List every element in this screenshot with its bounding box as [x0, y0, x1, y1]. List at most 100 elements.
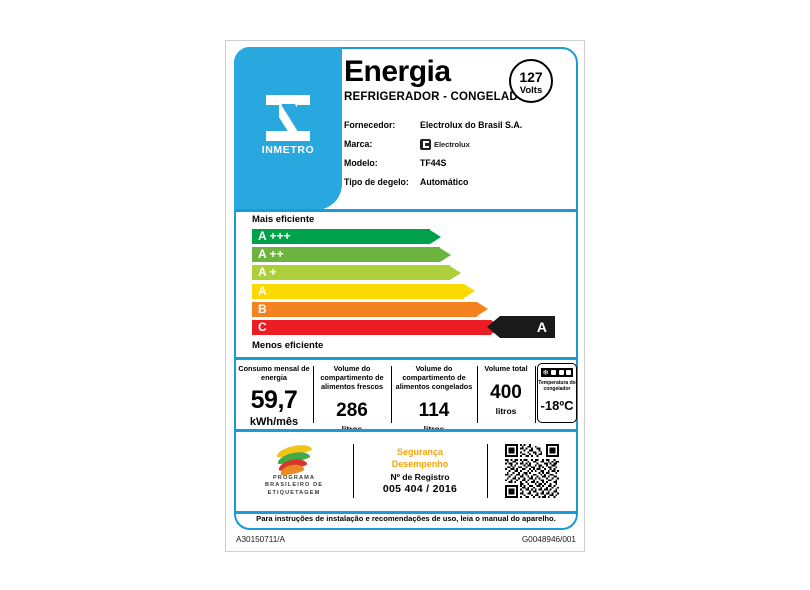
metric-value: 114 [418, 399, 450, 421]
divider-header [235, 209, 577, 212]
ibeam-bottom-bar [266, 131, 310, 141]
label-header-main: Energia REFRIGERADOR - CONGELADOR [344, 55, 574, 104]
spec-value: TF44S [420, 158, 447, 168]
metric-value: 59,7 [250, 385, 298, 414]
metric-unit: kWh/mês [249, 415, 299, 428]
metrics-row: Consumo mensal de energia 59,7 kWh/mês V… [235, 360, 577, 434]
current-rating-pointer: A [487, 316, 555, 338]
qr-code-cell [487, 432, 577, 510]
efficiency-bar-c: C [252, 319, 502, 335]
spec-key: Tipo de degelo: [344, 177, 409, 187]
efficiency-scale: Mais eficiente A +++ A ++ [234, 212, 578, 356]
rating-arrow-tip [487, 316, 500, 338]
bar-rect: B [252, 301, 477, 317]
spec-value: Electrolux do Brasil S.A. [420, 120, 523, 130]
registration-seguranca: Segurança [396, 446, 443, 457]
bar-arrow-tip [464, 284, 475, 299]
voltage-unit: Volts [519, 85, 543, 96]
pbe-logo: PROGRAMA BRASILEIRO DE ETIQUETAGEM [264, 442, 324, 498]
inmetro-ibeam-icon [266, 95, 310, 141]
bar-rect: C [252, 319, 491, 335]
metric-title: Volume do compartimento de alimentos con… [395, 364, 473, 391]
registration-block: Segurança Desempenho Nº de Registro 005 … [383, 447, 457, 495]
spec-table: Fornecedor: Electrolux do Brasil S.A. Ma… [344, 117, 574, 193]
bar-label: A + [258, 265, 277, 280]
pbe-line-2: BRASILEIRO DE [264, 482, 324, 489]
metric-volume-congelado: Volume do compartimento de alimentos con… [391, 360, 477, 434]
efficiency-bar-a: A [252, 283, 502, 299]
freezer-star-rating-icon: ❄ [541, 368, 573, 377]
metric-unit: litros [391, 424, 477, 434]
snowflake-icon: ❄ [542, 368, 549, 377]
bar-arrow-tip [450, 265, 461, 280]
pbe-logo-cell: PROGRAMA BRASILEIRO DE ETIQUETAGEM [235, 432, 353, 510]
ibeam-top-bar [266, 95, 310, 105]
metric-title: Consumo mensal de energia [238, 364, 310, 382]
inmetro-logo: INMETRO [260, 95, 316, 165]
divider-footer [235, 511, 577, 514]
metric-unit: litros [495, 405, 517, 416]
inmetro-wordmark: INMETRO [261, 144, 315, 156]
metric-title: Volume do compartimento de alimentos fre… [320, 364, 384, 391]
spec-key: Fornecedor: [344, 120, 396, 130]
label-blue-frame [234, 47, 578, 530]
label-codes: A30150711/A G0048946/001 [236, 535, 576, 544]
page-title: Energia [344, 55, 451, 88]
metric-value: 400 [490, 381, 522, 403]
efficiency-bar-b: B [252, 301, 502, 317]
voltage-value: 127 [519, 69, 543, 85]
spec-key: Modelo: [344, 158, 378, 168]
registration-desempenho: Desempenho [391, 458, 449, 469]
registration-number: 005 404 / 2016 [382, 483, 458, 496]
instruction-text: Para instruções de instalação e recomend… [256, 514, 556, 523]
metric-unit: litros [313, 424, 391, 434]
electrolux-logo: Electrolux [420, 138, 470, 150]
metric-volume-total: Volume total 400 litros [477, 360, 535, 428]
electrolux-wordmark: Electrolux [434, 139, 470, 149]
star-pip-icon [551, 370, 557, 375]
current-rating-letter: A [536, 319, 547, 335]
product-type-label: REFRIGERADOR - CONGELADOR [344, 91, 536, 103]
pbe-line-1: PROGRAMA [272, 474, 316, 481]
code-left: A30150711/A [236, 535, 286, 544]
bar-label: A [258, 283, 267, 298]
divider-scale [235, 357, 577, 360]
bar-rect: A [252, 283, 464, 299]
star-pip-icon [558, 370, 564, 375]
pbe-swoosh-icon [272, 442, 316, 477]
qr-code-icon [505, 444, 559, 498]
metric-freezer-temperature: ❄ Temperatura do congelador -18ºC [535, 360, 577, 428]
metric-title: Volume total [484, 364, 528, 373]
registration-label: Nº de Registro [390, 472, 450, 483]
star-pip-icon [566, 370, 572, 375]
bar-label: A +++ [258, 229, 291, 243]
spec-row-tipo-degelo: Tipo de degelo: Automático [344, 174, 574, 190]
bar-label: C [258, 319, 267, 334]
bar-rect: A + [252, 265, 450, 281]
spec-row-marca: Marca: Electrolux [344, 136, 574, 152]
metric-value: 286 [336, 399, 368, 421]
metric-volume-fresco: Volume do compartimento de alimentos fre… [313, 360, 391, 434]
voltage-badge: 127 Volts [509, 59, 553, 103]
efficiency-bar-a-plus-plus-plus: A +++ [252, 229, 502, 244]
spec-value: Automático [420, 177, 469, 187]
registration-cell: Segurança Desempenho Nº de Registro 005 … [353, 432, 487, 510]
spec-row-modelo: Modelo: TF44S [344, 155, 574, 171]
ibeam-stem [279, 104, 297, 133]
bar-arrow-tip [477, 302, 488, 317]
code-right: G0048946/001 [521, 535, 576, 544]
freezer-temp-box: ❄ Temperatura do congelador -18ºC [537, 363, 577, 423]
efficiency-bar-a-plus: A + [252, 265, 502, 281]
bar-label: A ++ [258, 247, 284, 262]
rating-arrow-body: A [500, 316, 555, 338]
scale-caption-bottom: Menos eficiente [252, 340, 324, 351]
energy-label-card: INMETRO Energia REFRIGERADOR - CONGELADO… [225, 40, 585, 552]
freezer-temp-value: -18ºC [540, 397, 574, 413]
efficiency-bar-a-plus-plus: A ++ [252, 247, 502, 263]
bar-rect: A +++ [252, 229, 430, 244]
scale-caption-top: Mais eficiente [252, 214, 315, 225]
bar-arrow-tip [440, 247, 451, 262]
spec-row-fornecedor: Fornecedor: Electrolux do Brasil S.A. [344, 117, 574, 133]
bar-arrow-tip [430, 229, 441, 244]
